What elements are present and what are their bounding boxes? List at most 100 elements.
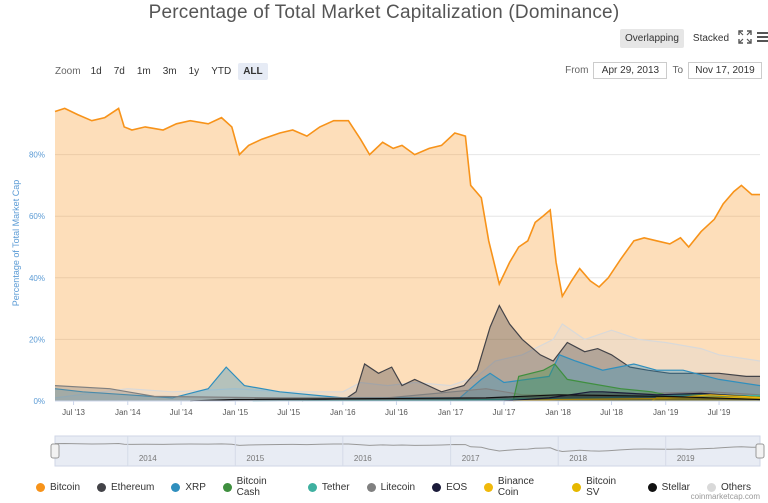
legend: Bitcoin Ethereum XRP Bitcoin Cash Tether Lite…: [36, 476, 768, 498]
bitcoin-sv-line[interactable]: [651, 396, 761, 402]
binance-coin-line[interactable]: [513, 394, 761, 402]
axes: Percentage of Total Market Cap 0% 20% 40% 6…: [11, 151, 760, 417]
legend-marker: [36, 482, 45, 492]
bitcoin-line[interactable]: [54, 107, 760, 299]
x-tick-label: Jul '14: [170, 408, 193, 417]
navigator-left-handle[interactable]: [50, 443, 60, 459]
to-label: To: [672, 65, 683, 76]
zoom-7d-button[interactable]: 7d: [113, 66, 125, 77]
ethereum-line[interactable]: [301, 304, 760, 402]
legend-label: EOS: [446, 481, 468, 493]
x-tick-label: Jul '17: [493, 408, 516, 417]
legend-label: Others: [720, 481, 751, 493]
legend-marker: [432, 482, 442, 492]
chart-title: Percentage of Total Market Capitalizatio…: [148, 2, 620, 23]
x-tick-label: Jul '13: [62, 408, 85, 417]
y-tick-label: 40%: [29, 274, 45, 283]
zoom-bar: Zoom 1d 7d 1m 3m 1y YTD ALL: [55, 63, 268, 80]
ethereum-area: [301, 305, 760, 401]
xrp-line[interactable]: [54, 354, 761, 399]
others-line[interactable]: [54, 323, 761, 399]
series-areas: [54, 107, 761, 402]
legend-label: Ethereum: [111, 481, 155, 493]
y-axis-label: Percentage of Total Market Cap: [11, 180, 21, 306]
tether-line[interactable]: [252, 394, 761, 402]
stellar-line[interactable]: [190, 394, 761, 402]
y-tick-label: 20%: [29, 335, 45, 344]
x-tick-label: Jul '18: [600, 408, 623, 417]
zoom-all-button[interactable]: ALL: [238, 63, 268, 80]
legend-item-eos[interactable]: EOS: [432, 482, 467, 493]
legend-label: Tether: [321, 481, 350, 493]
legend-item-bitcoin[interactable]: Bitcoin: [36, 482, 80, 493]
x-tick-label: Jul '19: [708, 408, 731, 417]
litecoin-line[interactable]: [54, 385, 761, 399]
x-tick-label: Jul '15: [277, 408, 300, 417]
eos-line[interactable]: [503, 391, 761, 402]
navigator-series: [54, 442, 760, 453]
view-toggle: Overlapping Stacked: [620, 29, 768, 48]
zoom-1m-button[interactable]: 1m: [136, 66, 151, 77]
legend-item-bitcoin-sv[interactable]: Bitcoin SV: [572, 476, 630, 498]
legend-item-ethereum[interactable]: Ethereum: [97, 482, 154, 493]
navigator-label: 2016: [354, 454, 372, 463]
x-tick-label: Jan '18: [545, 408, 571, 417]
navigator-right-handle[interactable]: [755, 443, 765, 459]
navigator-track[interactable]: [54, 435, 761, 467]
navigator-label: 2015: [246, 454, 264, 463]
zoom-1y-button[interactable]: 1y: [188, 66, 200, 77]
legend-item-bitcoin-cash[interactable]: Bitcoin Cash: [222, 476, 291, 498]
y-tick-label: 80%: [29, 151, 45, 160]
legend-item-litecoin[interactable]: Litecoin: [366, 481, 416, 493]
legend-label: Litecoin: [380, 481, 416, 493]
x-tick-label: Jan '17: [438, 408, 464, 417]
navigator-label: 2014: [139, 454, 157, 463]
legend-marker: [706, 482, 716, 492]
tether-area: [252, 394, 760, 401]
zoom-1d-button[interactable]: 1d: [90, 66, 102, 77]
legend-item-stellar[interactable]: Stellar: [647, 481, 690, 493]
credit: coinmarketcap.com: [690, 492, 760, 501]
y-tick-label: 0%: [33, 397, 45, 406]
zoom-ytd-button[interactable]: YTD: [211, 66, 232, 77]
bitcoin-area: [55, 108, 760, 402]
legend-item-xrp[interactable]: XRP: [171, 482, 206, 493]
from-date-input[interactable]: Apr 29, 2013: [593, 62, 668, 79]
legend-marker: [366, 482, 376, 492]
x-tick-label: Jan '19: [653, 408, 679, 417]
bitcoin-cash-line[interactable]: [512, 363, 761, 402]
date-range: From Apr 29, 2013 To Nov 17, 2019: [565, 62, 762, 79]
x-tick-label: Jan '14: [115, 408, 141, 417]
xrp-area: [55, 354, 760, 401]
legend-marker: [647, 482, 657, 492]
x-tick-label: Jul '16: [385, 408, 408, 417]
legend-marker: [484, 482, 493, 492]
menu-icon[interactable]: [756, 30, 768, 47]
from-label: From: [565, 65, 589, 76]
legend-marker: [222, 482, 232, 492]
x-tick-label: Jan '15: [223, 408, 249, 417]
navigator[interactable]: 2014 2015 2016 2017 2018 2019: [50, 435, 765, 467]
legend-marker: [307, 482, 317, 492]
legend-item-binance-coin[interactable]: Binance Coin: [484, 476, 555, 498]
to-date-input[interactable]: Nov 17, 2019: [688, 62, 762, 79]
legend-marker: [97, 482, 107, 492]
overlapping-button[interactable]: Overlapping: [620, 29, 684, 48]
fullscreen-icon[interactable]: [738, 30, 752, 47]
legend-label: Stellar: [661, 481, 690, 493]
zoom-label: Zoom: [55, 66, 81, 77]
legend-label: Bitcoin Cash: [236, 476, 267, 498]
legend-label: XRP: [185, 481, 206, 493]
legend-item-others[interactable]: Others: [706, 481, 751, 493]
litecoin-area: [55, 385, 760, 401]
stacked-button[interactable]: Stacked: [692, 33, 730, 44]
navigator-label: 2017: [462, 454, 480, 463]
legend-item-tether[interactable]: Tether: [307, 481, 350, 493]
x-tick-label: Jan '16: [330, 408, 356, 417]
y-tick-label: 60%: [29, 212, 45, 221]
zoom-3m-button[interactable]: 3m: [162, 66, 177, 77]
bitcoin-cash-area: [513, 364, 760, 401]
legend-label: Bitcoin: [50, 481, 81, 493]
legend-label: Bitcoin SV: [586, 476, 617, 498]
